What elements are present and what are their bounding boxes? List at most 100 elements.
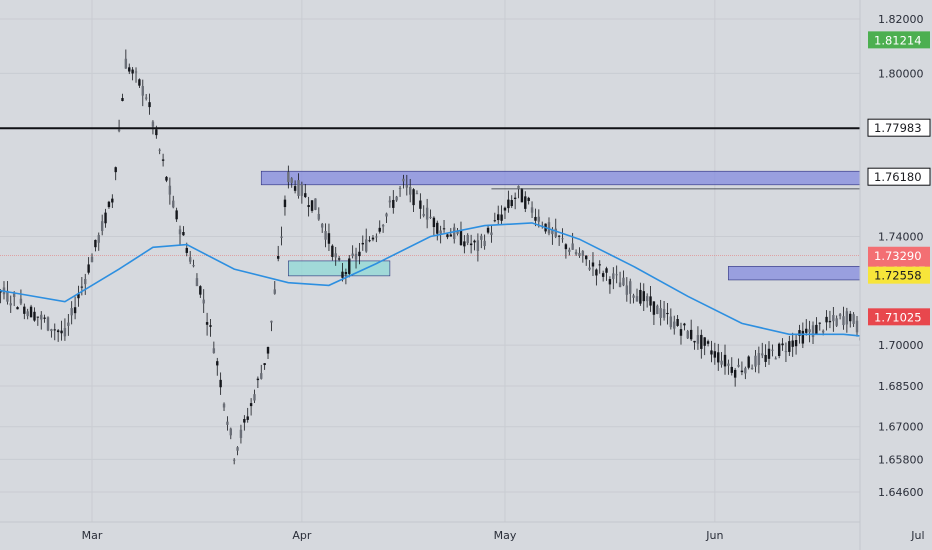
- candle-body: [750, 367, 754, 370]
- candle-body: [300, 184, 304, 196]
- candle-body: [236, 447, 239, 451]
- candle-body: [507, 199, 510, 209]
- candle-body: [205, 322, 209, 325]
- candle-body: [761, 353, 764, 356]
- candle-body: [202, 299, 205, 304]
- candle-body: [615, 274, 618, 276]
- candle-body: [46, 317, 50, 331]
- candle-body: [794, 340, 798, 347]
- candle-body: [412, 189, 415, 206]
- zone-april-low: [288, 260, 391, 277]
- candle-body: [835, 318, 838, 326]
- candle-body: [331, 245, 334, 257]
- candle-body: [178, 229, 182, 235]
- x-tick-label: Jul: [910, 529, 924, 542]
- candle-body: [398, 188, 402, 190]
- candle-body: [784, 351, 788, 353]
- candle-body: [60, 330, 63, 334]
- candle-body: [408, 186, 412, 195]
- candle-body: [561, 238, 564, 240]
- candle-body: [463, 241, 466, 247]
- candle-body: [612, 273, 615, 279]
- candle-body: [788, 341, 791, 352]
- candle-body: [182, 232, 185, 236]
- candle-body: [243, 418, 246, 423]
- candle-body: [385, 213, 388, 217]
- candle-body: [26, 311, 29, 317]
- candle-body: [557, 235, 561, 237]
- candle-body: [459, 230, 463, 246]
- candle-body: [199, 286, 202, 295]
- candle-body: [415, 193, 419, 195]
- candle-body: [645, 296, 649, 302]
- candle-body: [693, 340, 696, 343]
- x-tick-label: Jun: [705, 529, 723, 542]
- candle-body: [801, 330, 805, 344]
- candle-body: [280, 236, 283, 238]
- y-tick-label: 1.82000: [878, 13, 924, 26]
- candle-body: [571, 243, 574, 250]
- candle-body: [551, 230, 554, 235]
- candle-body: [124, 58, 128, 69]
- candle-body: [676, 318, 679, 326]
- candle-body: [195, 278, 199, 287]
- price-badge-text: 1.72558: [874, 269, 922, 283]
- candle-body: [151, 121, 155, 127]
- candle-body: [320, 223, 324, 228]
- candle-body: [713, 351, 717, 358]
- candle-body: [771, 349, 774, 351]
- horizontal-lines-layer: [0, 127, 860, 257]
- candle-body: [310, 200, 314, 211]
- candle-body: [517, 185, 520, 190]
- candle-body: [574, 252, 578, 255]
- candle-body: [442, 228, 446, 230]
- candle-body: [80, 286, 84, 288]
- candle-body: [253, 394, 256, 401]
- candle-body: [710, 350, 713, 355]
- candle-body: [510, 200, 513, 207]
- candle-body: [354, 253, 358, 260]
- candle-body: [662, 309, 666, 318]
- candle-body: [67, 322, 70, 326]
- candle-body: [598, 264, 601, 266]
- candle-body: [395, 196, 398, 201]
- price-labels-layer: 1.812141.779831.761801.7329002:15:171.72…: [867, 31, 931, 326]
- candle-body: [500, 214, 503, 221]
- candle-body: [622, 277, 625, 286]
- candle-body: [466, 235, 469, 244]
- candle-body: [669, 316, 673, 328]
- candle-body: [50, 329, 53, 332]
- candle-body: [717, 352, 720, 363]
- candle-body: [446, 234, 449, 238]
- candle-body: [246, 416, 249, 420]
- candle-body: [87, 264, 90, 273]
- candle-body: [852, 314, 855, 324]
- candle-body: [358, 251, 361, 257]
- y-tick-label: 1.80000: [878, 67, 924, 80]
- candle-body: [73, 307, 77, 314]
- candle-body: [361, 242, 364, 245]
- zone-resistance: [260, 170, 932, 186]
- candle-body: [534, 216, 537, 221]
- candle-body: [232, 459, 236, 461]
- candle-body: [314, 198, 317, 210]
- candle-body: [673, 321, 676, 329]
- candle-body: [798, 330, 801, 336]
- candle-body: [476, 240, 480, 251]
- candle-body: [144, 97, 148, 99]
- candles-layer: [0, 49, 932, 465]
- candle-body: [297, 180, 300, 196]
- candle-body: [805, 328, 808, 333]
- candle-body: [43, 317, 46, 319]
- candle-body: [290, 178, 293, 183]
- candle-body: [375, 236, 378, 238]
- candle-body: [141, 86, 144, 96]
- candle-body: [419, 200, 422, 209]
- candle-body: [161, 159, 165, 161]
- candle-body: [188, 257, 192, 262]
- candle-body: [155, 129, 158, 136]
- candle-body: [117, 129, 121, 132]
- candle-body: [486, 227, 490, 233]
